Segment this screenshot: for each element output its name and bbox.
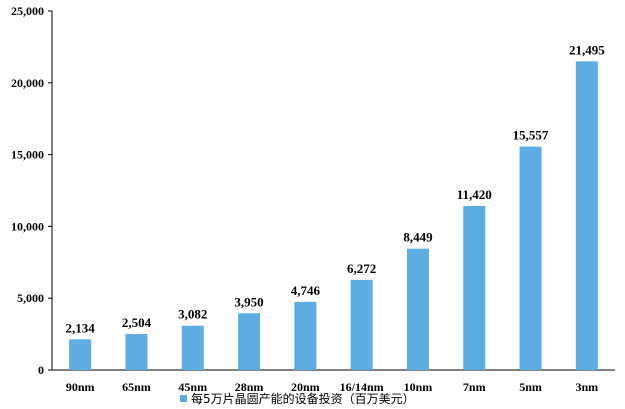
y-tick-label: 25,000 — [11, 4, 44, 18]
bar-value-label: 6,272 — [347, 261, 376, 276]
bar — [463, 206, 486, 370]
y-tick-label: 15,000 — [11, 148, 44, 162]
y-tick-label: 0 — [38, 363, 44, 377]
bar — [238, 313, 261, 370]
bar — [350, 279, 373, 370]
bar — [406, 248, 429, 370]
x-tick-label: 10nm — [404, 380, 433, 394]
y-tick-label: 5,000 — [17, 291, 44, 305]
y-tick-label: 10,000 — [11, 219, 44, 233]
bar — [69, 339, 92, 370]
legend: 每5万片晶圆产能的设备投资（百万美元） — [180, 389, 415, 407]
bar — [181, 325, 204, 370]
legend-swatch — [180, 394, 187, 402]
legend-label: 每5万片晶圆产能的设备投资（百万美元） — [191, 391, 415, 406]
bar — [519, 146, 542, 370]
y-tick-label: 20,000 — [11, 76, 44, 90]
x-tick-label: 7nm — [463, 380, 486, 394]
x-tick-label: 3nm — [576, 380, 599, 394]
bar — [294, 301, 317, 370]
bar-value-label: 15,557 — [513, 128, 549, 143]
x-tick-label: 28nm — [235, 380, 264, 394]
bar-value-label: 2,134 — [66, 320, 96, 335]
bar-value-label: 3,950 — [234, 294, 263, 309]
bar — [575, 61, 598, 371]
bar-value-label: 11,420 — [457, 187, 492, 202]
x-tick-label: 5nm — [519, 380, 542, 394]
x-tick-label: 90nm — [66, 380, 95, 394]
bar-value-label: 2,504 — [122, 315, 152, 330]
x-tick-label: 20nm — [291, 380, 320, 394]
x-tick-label: 16/14nm — [340, 380, 384, 394]
bar-value-label: 3,082 — [178, 307, 207, 322]
bar — [125, 334, 148, 370]
bar-value-label: 4,746 — [291, 283, 321, 298]
x-tick-label: 65nm — [122, 380, 151, 394]
bar-value-label: 21,495 — [569, 42, 605, 57]
x-tick-label: 45nm — [178, 380, 207, 394]
bar-value-label: 8,449 — [403, 230, 433, 245]
